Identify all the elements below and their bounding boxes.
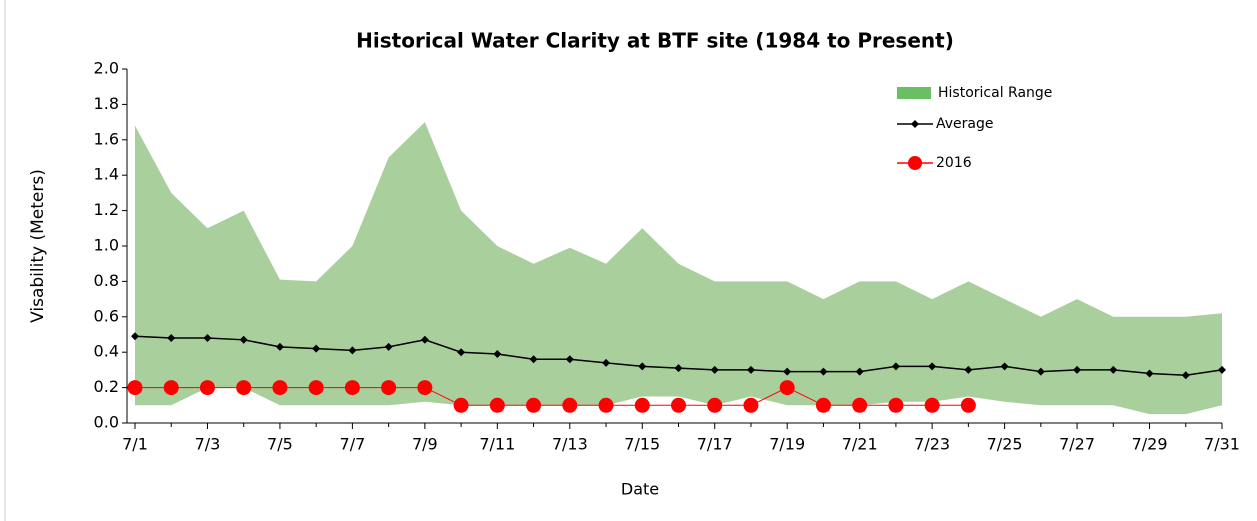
point <box>381 380 397 396</box>
point <box>598 397 614 413</box>
point <box>275 342 284 351</box>
x-tick-label: 7/13 <box>552 435 588 454</box>
point <box>1109 365 1118 374</box>
point <box>453 397 469 413</box>
x-tick-label: 7/5 <box>267 435 293 454</box>
point <box>127 380 143 396</box>
y-tick-label: 0.6 <box>94 306 119 325</box>
chart-title: Historical Water Clarity at BTF site (19… <box>356 29 954 53</box>
y-axis-label: Visability (Meters) <box>28 169 48 323</box>
point <box>960 397 976 413</box>
x-tick-label: 7/3 <box>195 435 221 454</box>
point <box>236 380 252 396</box>
x-tick-label: 7/31 <box>1204 435 1240 454</box>
point <box>239 335 248 344</box>
y-tick-label: 1.2 <box>94 200 119 219</box>
x-tick-label: 7/25 <box>987 435 1023 454</box>
point <box>888 397 904 413</box>
point <box>634 397 650 413</box>
x-tick-label: 7/7 <box>340 435 366 454</box>
point <box>417 380 433 396</box>
y-tick-label: 0.8 <box>94 271 119 290</box>
point <box>565 355 574 364</box>
legend-marker <box>911 120 919 128</box>
x-tick-label: 7/21 <box>842 435 878 454</box>
point <box>163 380 179 396</box>
point <box>710 365 719 374</box>
x-tick-label: 7/17 <box>697 435 733 454</box>
point <box>203 334 212 343</box>
y-tick-label: 2.0 <box>94 59 119 78</box>
point <box>746 365 755 374</box>
x-tick-label: 7/9 <box>412 435 438 454</box>
point <box>1000 362 1009 371</box>
y-tick-label: 0.0 <box>94 413 119 432</box>
point <box>852 397 868 413</box>
x-tick-label: 7/19 <box>769 435 805 454</box>
point <box>308 380 324 396</box>
range-area <box>135 122 1222 415</box>
frame <box>4 0 6 521</box>
y-tick-label: 1.4 <box>94 165 119 184</box>
point <box>891 362 900 371</box>
legend-swatch <box>897 87 931 99</box>
legend-marker <box>908 156 922 170</box>
x-tick-label: 7/29 <box>1132 435 1168 454</box>
x-tick-label: 7/1 <box>122 435 148 454</box>
point <box>1145 369 1154 378</box>
point <box>272 380 288 396</box>
y-tick-label: 0.2 <box>94 377 119 396</box>
point <box>671 397 686 413</box>
point <box>1218 365 1226 374</box>
point <box>964 365 973 374</box>
point <box>384 342 393 351</box>
point <box>489 397 505 413</box>
point <box>167 334 176 343</box>
legend-label: Average <box>936 116 994 132</box>
point <box>743 397 759 413</box>
point <box>602 358 611 367</box>
legend-label: Historical Range <box>938 85 1052 101</box>
point <box>819 367 828 376</box>
point <box>312 344 321 353</box>
point <box>526 397 542 413</box>
point <box>928 362 937 371</box>
x-tick-label: 7/27 <box>1059 435 1095 454</box>
point <box>457 348 466 357</box>
point <box>529 355 538 364</box>
y-tick-label: 0.4 <box>94 342 119 361</box>
y-tick-label: 1.8 <box>94 94 119 113</box>
point <box>1036 367 1045 376</box>
point <box>707 397 723 413</box>
point <box>638 362 647 371</box>
x-tick-label: 7/23 <box>914 435 950 454</box>
point <box>131 332 139 341</box>
point <box>562 397 578 413</box>
point <box>674 364 683 373</box>
point <box>815 397 831 413</box>
legend-label: 2016 <box>936 155 972 171</box>
x-tick-label: 7/15 <box>624 435 660 454</box>
point <box>199 380 215 396</box>
point <box>1181 371 1190 380</box>
point <box>1073 365 1082 374</box>
point <box>779 380 795 396</box>
point <box>493 349 502 358</box>
point <box>783 367 792 376</box>
point <box>420 335 429 344</box>
x-tick-label: 7/11 <box>479 435 515 454</box>
point <box>344 380 360 396</box>
y-tick-label: 1.0 <box>94 236 119 255</box>
x-axis-label: Date <box>621 480 659 499</box>
point <box>348 346 357 355</box>
point <box>924 397 940 413</box>
point <box>855 367 864 376</box>
y-tick-label: 1.6 <box>94 129 119 148</box>
